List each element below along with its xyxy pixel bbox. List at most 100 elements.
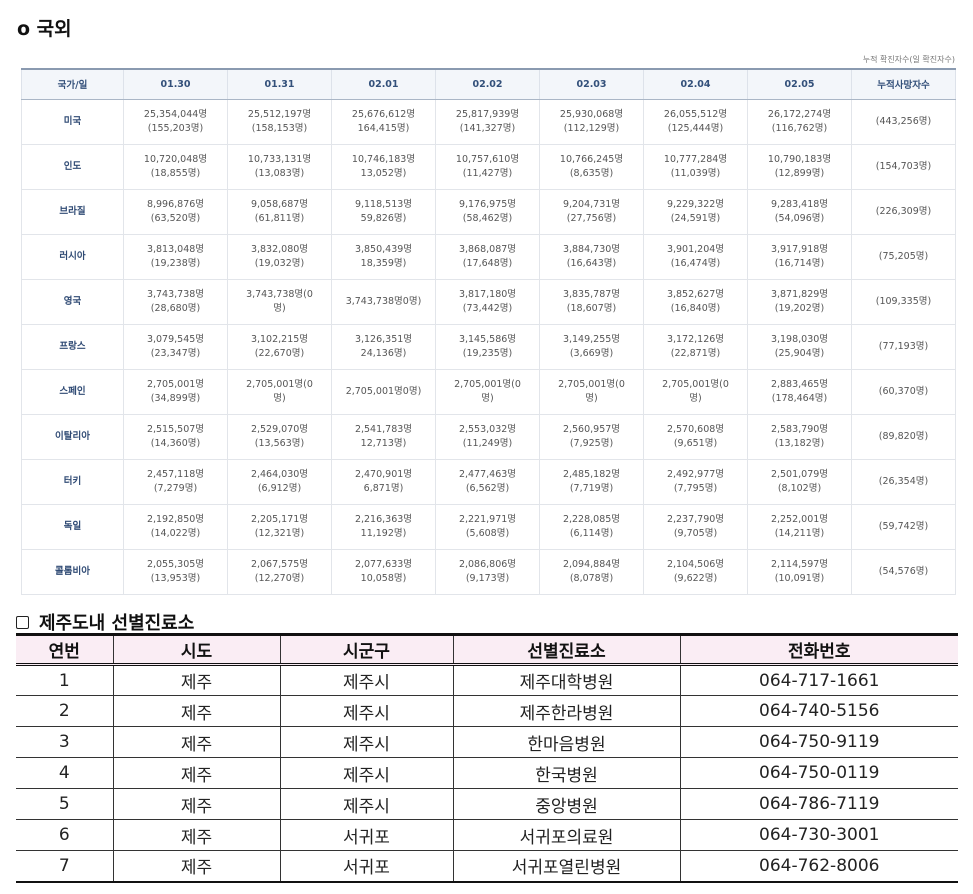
deaths-cell: (109,335명) (851, 278, 956, 325)
case-line: 3,901,204명 (666, 243, 725, 255)
clinic-cell: 7 (16, 850, 113, 882)
column-header: 전화번호 (679, 634, 958, 666)
case-cell: 2,570,608명 (9,651명) (643, 413, 748, 460)
case-line: (6,114명) (569, 527, 614, 539)
case-cell: 25,512,197명 (158,153명) (227, 98, 332, 145)
case-cell: 9,229,322명 (24,591명) (643, 188, 748, 235)
deaths-cell: (75,205명) (851, 233, 956, 280)
clinic-cell: 6 (16, 819, 113, 851)
case-line: 2,485,182명 (562, 468, 621, 480)
column-header: 01.31 (227, 69, 332, 100)
column-header: 선별진료소 (452, 634, 680, 666)
case-line: (14,360명) (150, 437, 201, 449)
clinic-cell: 제주 (112, 757, 280, 789)
case-cell: 2,094,884명 (8,078명) (539, 548, 644, 595)
case-cell: 3,743,738명(0 명) (227, 278, 332, 325)
country-name: 터키 (21, 458, 124, 505)
column-header: 01.30 (123, 69, 228, 100)
table-row: 이탈리아 2,515,507명 (14,360명) 2,529,070명 (13,563… (21, 413, 956, 460)
case-line: 2,705,001명(0 (558, 378, 625, 390)
case-line: (13,563명) (254, 437, 305, 449)
case-line: (178,464명) (771, 392, 828, 404)
column-header: 02.02 (435, 69, 540, 100)
case-cell: 3,852,627명 (16,840명) (643, 278, 748, 325)
case-line: 9,229,322명 (666, 198, 725, 210)
clinic-cell: 제주 (112, 850, 280, 882)
case-line: 3,868,087명 (458, 243, 517, 255)
case-cell: 9,204,731명 (27,756명) (539, 188, 644, 235)
case-line: (6,562명) (465, 482, 510, 494)
case-cell: 2,221,971명 (5,608명) (435, 503, 540, 550)
case-cell: 2,560,957명 (7,925명) (539, 413, 644, 460)
clinic-cell: 서귀포 (279, 819, 453, 851)
case-line: (12,270명) (254, 572, 305, 584)
case-cell: 3,901,204명 (16,474명) (643, 233, 748, 280)
case-cell: 2,553,032명 (11,249명) (435, 413, 540, 460)
table-row: 3 제주 제주시 한마음병원 064-750-9119 (16, 726, 958, 758)
case-line: 3,917,918명 (770, 243, 829, 255)
column-header: 시도 (112, 634, 280, 666)
case-cell: 2,705,001명(0 명) (227, 368, 332, 415)
country-name: 브라질 (21, 188, 124, 235)
case-cell: 9,118,513명 59,826명) (331, 188, 436, 235)
case-line: (11,039명) (670, 167, 721, 179)
case-cell: 2,086,806명 (9,173명) (435, 548, 540, 595)
case-line: (155,203명) (147, 122, 204, 134)
case-cell: 2,485,182명 (7,719명) (539, 458, 644, 505)
case-line: 2,205,171명 (250, 513, 309, 525)
case-line: 2,705,001명 (146, 378, 205, 390)
clinic-cell: 제주시 (279, 726, 453, 758)
case-line: (18,855명) (150, 167, 201, 179)
case-cell: 2,501,079명 (8,102명) (747, 458, 852, 505)
case-line: 2,228,085명 (562, 513, 621, 525)
case-cell: 2,705,001명0명) (331, 368, 436, 415)
case-line: 명) (689, 392, 702, 404)
case-line: (24,591명) (670, 212, 721, 224)
case-cell: 2,104,506명 (9,622명) (643, 548, 748, 595)
case-line: 9,176,975명 (458, 198, 517, 210)
case-line: 10,777,284명 (663, 153, 728, 165)
clinic-cell: 1 (16, 664, 113, 696)
case-line: (27,756명) (566, 212, 617, 224)
case-line: 25,817,939명 (455, 108, 520, 120)
case-line: 26,055,512명 (663, 108, 728, 120)
case-line: 2,470,901명 (354, 468, 413, 480)
case-cell: 2,705,001명 (34,899명) (123, 368, 228, 415)
case-line: 3,126,351명 (354, 333, 413, 345)
case-cell: 9,283,418명 (54,096명) (747, 188, 852, 235)
case-line: (13,953명) (150, 572, 201, 584)
deaths-cell: (89,820명) (851, 413, 956, 460)
case-line: 3,145,586명 (458, 333, 517, 345)
case-line: (19,235명) (462, 347, 513, 359)
case-line: 3,871,829명 (770, 288, 829, 300)
case-line: (63,520명) (150, 212, 201, 224)
clinic-cell: 한국병원 (452, 757, 680, 789)
case-line: (14,211명) (774, 527, 825, 539)
country-name: 독일 (21, 503, 124, 550)
case-line: (17,648명) (462, 257, 513, 269)
clinic-cell: 3 (16, 726, 113, 758)
case-line: (73,442명) (462, 302, 513, 314)
case-line: 3,832,080명 (250, 243, 309, 255)
case-cell: 2,583,790명 (13,182명) (747, 413, 852, 460)
case-line: 2,492,977명 (666, 468, 725, 480)
case-line: 2,515,507명 (146, 423, 205, 435)
case-cell: 2,205,171명 (12,321명) (227, 503, 332, 550)
case-line: 3,852,627명 (666, 288, 725, 300)
column-header: 02.01 (331, 69, 436, 100)
clinic-cell: 제주 (112, 819, 280, 851)
case-cell: 2,470,901명 6,871명) (331, 458, 436, 505)
case-line: 11,192명) (360, 527, 407, 539)
case-cell: 10,746,183명 13,052명) (331, 143, 436, 190)
case-line: 2,114,597명 (770, 558, 829, 570)
case-line: (22,871명) (670, 347, 721, 359)
case-line: (9,622명) (673, 572, 718, 584)
case-line: 2,553,032명 (458, 423, 517, 435)
column-header: 연번 (16, 634, 113, 666)
case-line: 3,743,738명(0 (246, 288, 313, 300)
case-line: 2,583,790명 (770, 423, 829, 435)
case-line: 8,996,876명 (146, 198, 205, 210)
case-line: (10,091명) (774, 572, 825, 584)
case-line: 10,058명) (360, 572, 407, 584)
case-line: 3,835,787명 (562, 288, 621, 300)
